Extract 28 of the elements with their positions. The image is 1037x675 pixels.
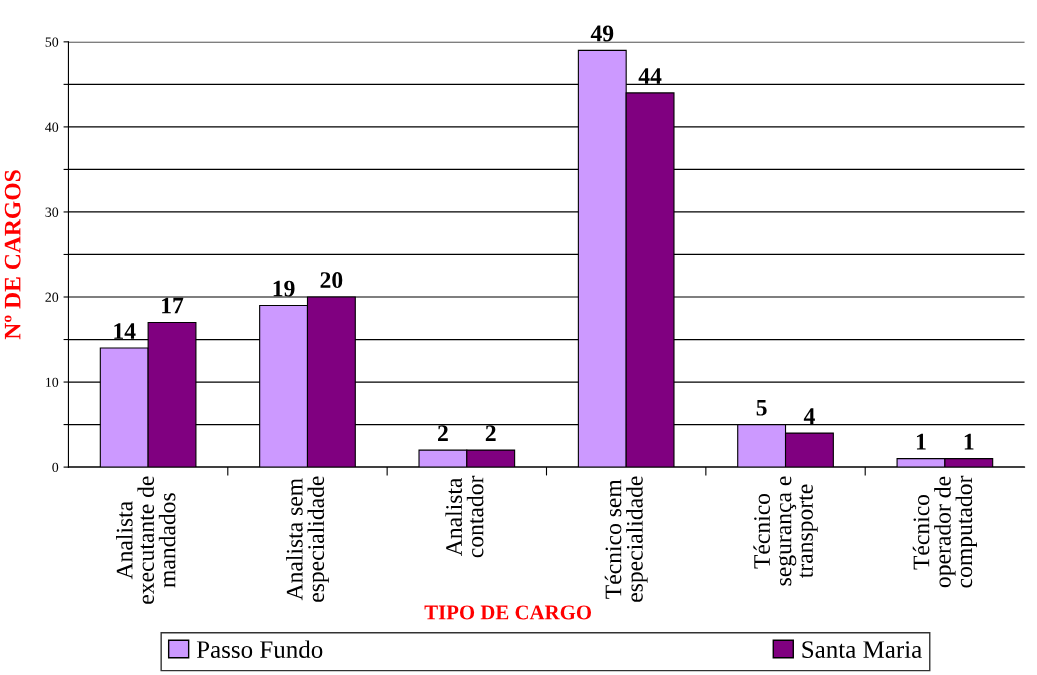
- data-label: 1: [916, 433, 926, 450]
- x-tick-label: Analista executante de mandados: [116, 476, 176, 604]
- data-label: 2: [438, 425, 448, 441]
- data-label: 17: [162, 297, 184, 314]
- x-tick-label: Técnico sem especialidade: [604, 476, 648, 602]
- y-axis-title: Nº DE CARGOS: [4, 170, 21, 340]
- data-label: 44: [638, 68, 662, 84]
- data-label: 19: [273, 280, 295, 297]
- data-label: 2: [485, 425, 496, 441]
- legend-label: Santa Maria: [802, 641, 922, 659]
- x-tick-label: Analista sem especialidade: [286, 476, 329, 602]
- y-tick-label: 50: [45, 37, 59, 47]
- legend-label: Passo Fundo: [196, 640, 323, 659]
- x-axis-title: TIPO DE CARGO: [424, 605, 592, 620]
- x-tick-label: Técnico operador de computador: [912, 475, 977, 588]
- y-tick-label: 40: [45, 122, 59, 132]
- y-tick-label: 20: [45, 292, 59, 302]
- data-label: 20: [320, 272, 343, 289]
- data-label: 14: [114, 323, 136, 339]
- x-tick-label: Analista contador: [445, 475, 484, 558]
- x-tick-label: Técnico segurança e transporte: [753, 476, 818, 586]
- data-label: 49: [590, 25, 614, 42]
- data-label: 4: [803, 408, 815, 424]
- y-tick-label: 0: [52, 462, 59, 473]
- y-tick-label: 10: [46, 377, 59, 388]
- data-label: 1: [964, 433, 974, 450]
- y-tick-label: 30: [45, 207, 59, 217]
- data-label: 5: [756, 399, 767, 416]
